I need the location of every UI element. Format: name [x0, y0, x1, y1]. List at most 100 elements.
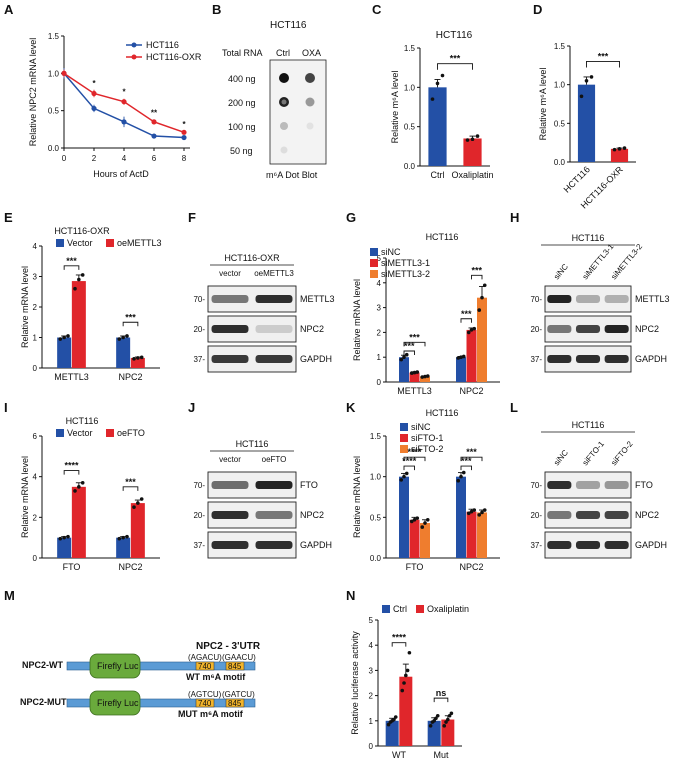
y-tick-label: 0.0: [48, 144, 60, 153]
blot-band: [604, 541, 629, 549]
data-point: [447, 713, 452, 718]
mut-pos2: 845: [228, 699, 242, 708]
significance-marker: ***: [125, 312, 136, 322]
panel-label-c: C: [372, 2, 382, 17]
panel-j-western-blot: HCT116 vector oeFTO 70- FTO 20- NPC2 37- GAPDH: [193, 439, 332, 559]
y-tick-label: 4: [33, 242, 38, 251]
data-point: [386, 722, 391, 727]
legend-swatch: [416, 605, 424, 613]
significance-marker: *: [92, 79, 96, 88]
data-point: [132, 357, 136, 361]
data-point: [404, 471, 409, 476]
bar-fto-sinc: [399, 476, 409, 558]
legend-swatch: [56, 239, 64, 247]
y-tick-label: 4: [33, 473, 38, 482]
y-tick-label: 2: [377, 328, 382, 337]
blot-band: [604, 295, 629, 303]
legend-label: siNC: [411, 422, 431, 432]
bar-npc2-vector: [116, 537, 131, 558]
data-point: [440, 73, 445, 78]
y-tick-label: 2: [33, 303, 38, 312]
x-tick-label: Ctrl: [431, 170, 445, 180]
legend-marker: [131, 54, 137, 60]
panel-label-d: D: [533, 2, 542, 17]
y-tick-label: 1: [33, 334, 38, 343]
data-point: [423, 521, 427, 525]
mut-motif-845: [225, 698, 245, 708]
blot-band: [604, 481, 629, 489]
blot-band: [211, 355, 249, 363]
y-tick-label: 1.5: [554, 42, 566, 51]
blot-title: HCT116-OXR: [224, 253, 280, 263]
data-point: [420, 525, 425, 529]
significance-bracket: [437, 63, 473, 70]
bar-npc2-sinc: [456, 357, 466, 382]
panel-n-bar-chart: 0 1 2 3 4 5 Relative luciferase activity WT Mut C…: [350, 604, 469, 760]
data-point: [434, 716, 438, 721]
dot-ctrl-50: [280, 146, 288, 154]
protein-label: FTO: [635, 480, 653, 490]
bar-npc2-oefto: [130, 503, 145, 558]
blot-title: HCT116: [236, 439, 269, 449]
x-tick-label: WT: [392, 750, 406, 760]
legend-label: Vector: [67, 428, 93, 438]
significance-bracket: [403, 341, 426, 347]
significance-marker: ***: [471, 265, 482, 275]
protein-label: METTL3: [300, 294, 335, 304]
significance-marker: ***: [409, 332, 420, 342]
legend-swatch: [400, 434, 408, 442]
data-point: [461, 470, 466, 475]
significance-bracket: [403, 350, 415, 355]
panel-label-i: I: [4, 400, 8, 415]
data-point: [117, 536, 122, 541]
y-tick-label: 1: [377, 353, 382, 362]
blot-band: [575, 295, 601, 303]
data-point: [482, 283, 487, 288]
panel-e-bar-chart: 0 1 2 3 4 Relative mRNA level HCT116-OXR METTL3…: [20, 226, 162, 382]
data-point: [435, 81, 440, 86]
panel-label-j: J: [188, 400, 195, 415]
bar-hct116: [577, 84, 596, 162]
legend-label: Vector: [67, 238, 93, 248]
panel-label-h: H: [510, 210, 519, 225]
bar-npc2-oemettl3: [130, 357, 145, 368]
significance-bracket: [471, 274, 483, 280]
y-tick-label: 0: [369, 742, 374, 751]
bar-fto-sifto-2: [420, 523, 430, 558]
y-axis-label: Relative luciferase activity: [350, 631, 360, 735]
legend-label: siMETTL3-1: [381, 258, 430, 268]
blot-band: [255, 355, 293, 363]
legend-swatch: [370, 259, 378, 267]
x-tick-label: NPC2: [459, 562, 483, 572]
data-point: [392, 717, 396, 722]
mut-seq2: (GATCU): [222, 690, 255, 699]
data-point: [62, 535, 66, 540]
blot-band: [604, 325, 629, 333]
series-marker: [121, 119, 127, 125]
significance-marker: ****: [392, 633, 407, 643]
data-point: [477, 308, 482, 312]
y-tick-label: 1.0: [554, 81, 566, 90]
bar-npc2-simettl3-1: [466, 329, 477, 382]
x-axis-label: Hours of ActD: [93, 169, 149, 179]
data-point: [66, 534, 70, 539]
lane-label: siNC: [552, 448, 570, 467]
data-point: [589, 75, 594, 79]
data-point: [420, 375, 425, 379]
significance-marker: ***: [450, 54, 461, 64]
data-point: [446, 717, 450, 722]
panel-label-e: E: [4, 210, 13, 225]
series-marker: [151, 119, 157, 125]
panel-label-g: G: [346, 210, 356, 225]
bar-wt-ctrl: [385, 720, 399, 746]
lane-label: oeFTO: [262, 455, 287, 464]
wt-motif-845: [225, 661, 245, 671]
panel-b-dot-blot: HCT116 Total RNA Ctrl OXA 400 ng 200 ng …: [222, 20, 327, 180]
data-point: [435, 713, 440, 718]
blot-band: [575, 541, 601, 549]
series-marker: [61, 70, 67, 76]
molecular-weight-marker: 70-: [193, 295, 205, 304]
mut-vector-backbone: [66, 698, 256, 708]
data-point: [472, 508, 477, 512]
y-tick-label: 1.0: [48, 69, 60, 78]
